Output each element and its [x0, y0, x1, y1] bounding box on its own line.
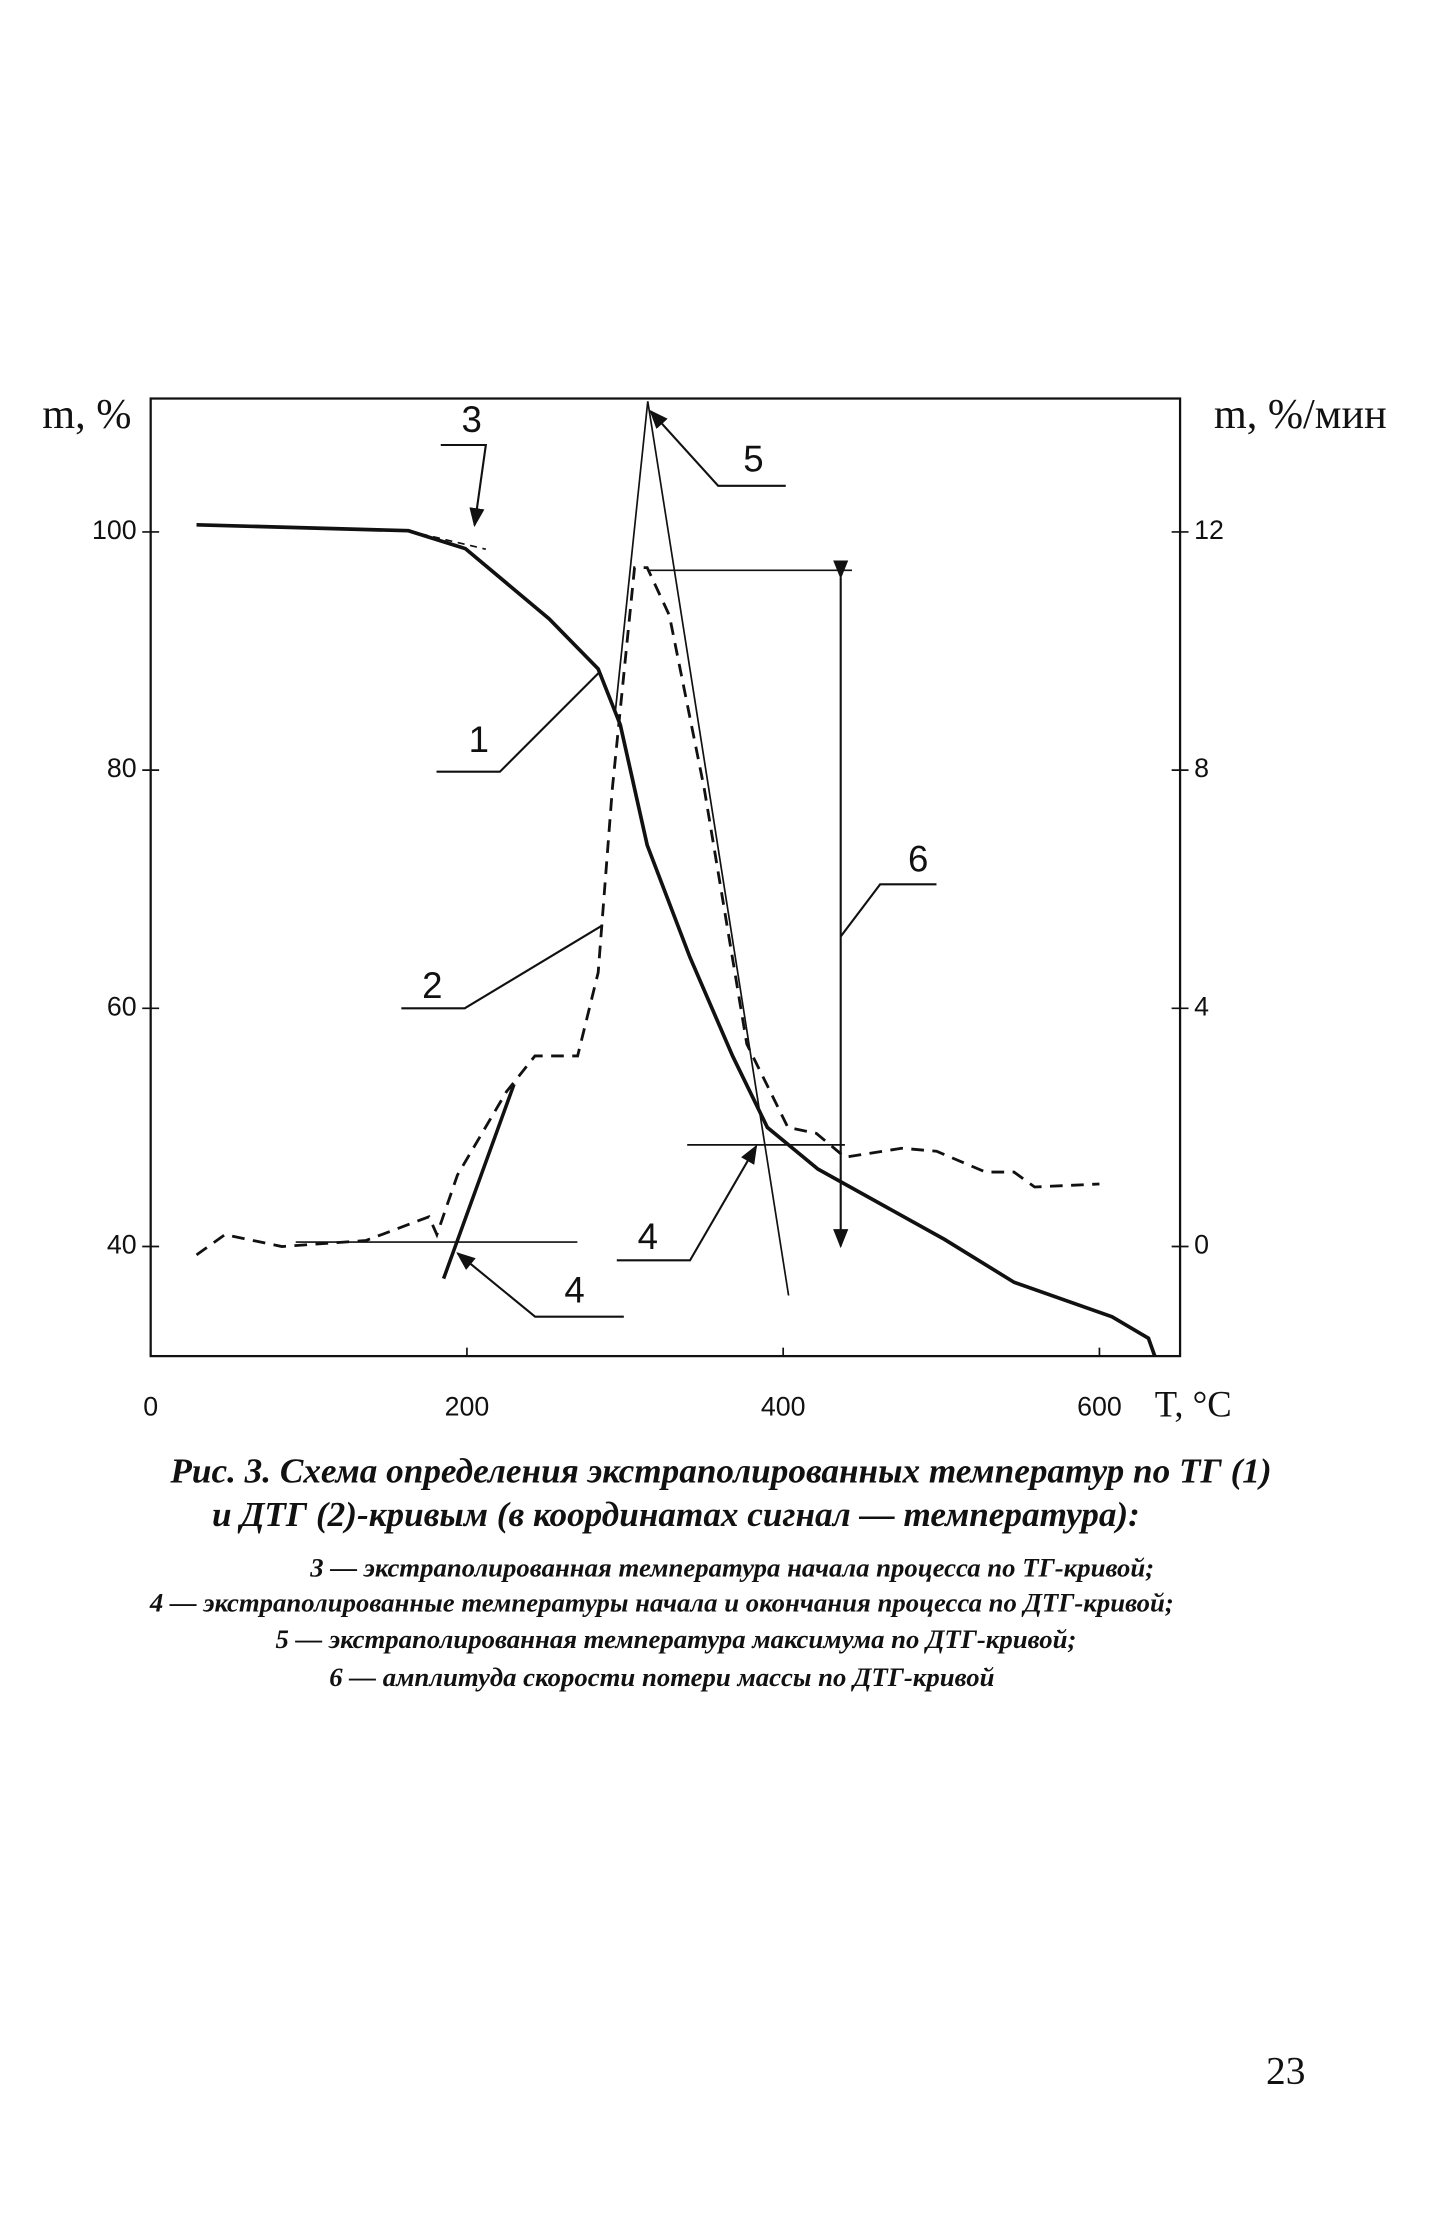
annotation-label: 1 [469, 719, 489, 760]
caption-line: и ДТГ (2)-кривым (в координатах сигнал —… [212, 1495, 1140, 1534]
x-tick-label: 400 [761, 1391, 806, 1421]
y2-axis-label: m, %/мин [1214, 391, 1387, 438]
caption-legend-line: 4 — экстраполированные температуры начал… [149, 1587, 1174, 1617]
annotation-label: 3 [462, 399, 482, 440]
annotation-label: 4 [564, 1269, 584, 1310]
y2-tick-label: 12 [1194, 515, 1224, 545]
page-number: 23 [1266, 2048, 1305, 2092]
annotation-label: 6 [908, 838, 928, 879]
annotation-label: 2 [422, 965, 442, 1006]
y-tick-label: 100 [92, 515, 137, 545]
y-axis-label: m, % [42, 391, 131, 438]
annotation-label: 4 [638, 1216, 658, 1257]
plot-frame [149, 397, 1182, 1358]
y2-tick-label: 4 [1194, 991, 1209, 1021]
caption: Рис. 3. Схема определения экстраполирова… [149, 1451, 1272, 1692]
x-axis-label: T, °C [1155, 1384, 1232, 1425]
y-tick-label: 40 [107, 1230, 137, 1260]
y-tick-label: 60 [107, 991, 137, 1021]
curve [196, 522, 1157, 1357]
caption-line: Рис. 3. Схема определения экстраполирова… [169, 1451, 1271, 1490]
y2-tick-label: 0 [1194, 1230, 1209, 1260]
curve [195, 566, 1100, 1257]
annotation-label: 5 [743, 439, 763, 480]
caption-legend-line: 6 — амплитуда скорости потери массы по Д… [329, 1662, 994, 1692]
x-tick-label: 600 [1077, 1391, 1122, 1421]
caption-legend-line: 3 — экстраполированная температура начал… [309, 1552, 1154, 1582]
construction-lines [295, 401, 937, 1318]
caption-legend-line: 5 — экстраполированная температура макси… [275, 1624, 1076, 1654]
y2-tick-label: 8 [1194, 753, 1209, 783]
y-tick-label: 80 [107, 753, 137, 783]
x-tick-label: 0 [143, 1391, 158, 1421]
x-tick-label: 200 [445, 1391, 490, 1421]
